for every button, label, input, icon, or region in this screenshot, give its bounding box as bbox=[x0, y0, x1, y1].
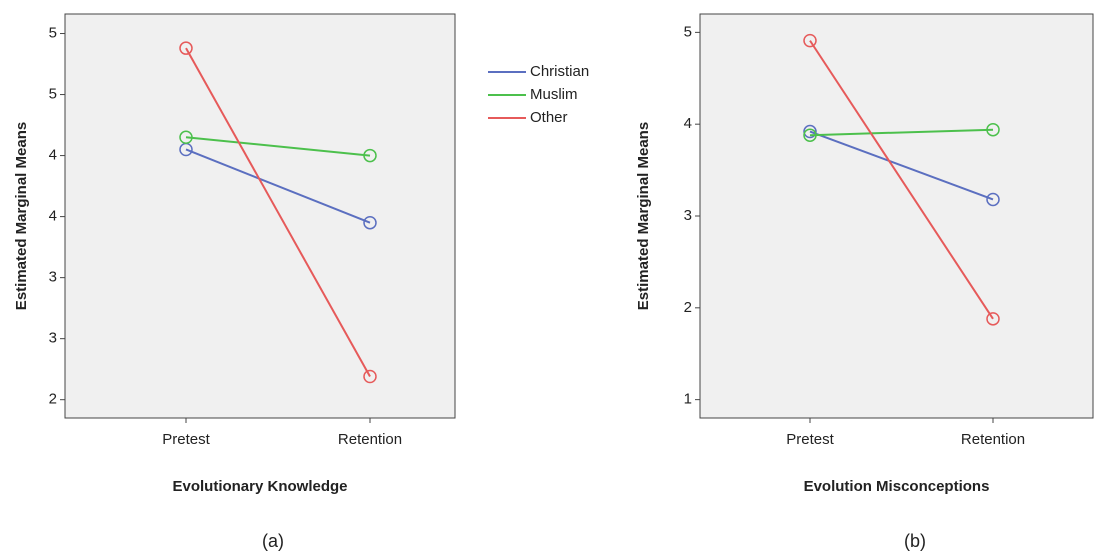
series-line bbox=[185, 136, 371, 157]
plot-area bbox=[64, 13, 456, 419]
series-line bbox=[809, 40, 994, 320]
y-axis-title: Estimated Marginal Means bbox=[635, 122, 652, 310]
y-tick-label: 4 bbox=[49, 147, 57, 164]
point-marker bbox=[179, 130, 193, 145]
y-tick-label: 3 bbox=[684, 207, 692, 224]
point-marker bbox=[803, 124, 817, 139]
y-tick-label: 5 bbox=[684, 23, 692, 40]
y-tick-label: 3 bbox=[49, 269, 57, 286]
y-tick-label: 1 bbox=[684, 391, 692, 408]
y-tick-label: 2 bbox=[49, 391, 57, 408]
caption: (b) bbox=[904, 531, 926, 551]
point-marker bbox=[986, 122, 1000, 137]
legend-label: Christian bbox=[530, 63, 589, 80]
x-tick-label: Pretest bbox=[162, 431, 210, 448]
series-line bbox=[185, 148, 371, 224]
x-tick-label: Retention bbox=[961, 431, 1025, 448]
x-axis-title: Evolutionary Knowledge bbox=[172, 478, 347, 495]
point-marker bbox=[803, 33, 817, 48]
point-marker bbox=[363, 215, 377, 230]
point-marker bbox=[986, 312, 1000, 326]
y-tick-label: 4 bbox=[49, 208, 57, 225]
series-line bbox=[809, 130, 994, 201]
point-marker bbox=[363, 148, 377, 163]
y-tick-label: 5 bbox=[49, 86, 57, 103]
caption: (a) bbox=[262, 531, 284, 551]
point-marker bbox=[179, 41, 193, 55]
point-marker bbox=[363, 369, 377, 384]
y-tick-label: 5 bbox=[49, 24, 57, 41]
y-tick-label: 4 bbox=[684, 115, 692, 132]
legend-label: Other bbox=[530, 109, 568, 126]
y-axis-title: Estimated Marginal Means bbox=[13, 122, 30, 310]
point-marker bbox=[986, 192, 1000, 207]
plot-area bbox=[699, 13, 1094, 419]
x-tick-label: Retention bbox=[338, 431, 402, 448]
series-line bbox=[809, 128, 994, 137]
y-tick-label: 2 bbox=[684, 299, 692, 316]
x-axis-title: Evolution Misconceptions bbox=[804, 478, 990, 495]
legend-label: Muslim bbox=[530, 86, 578, 103]
x-tick-label: Pretest bbox=[786, 431, 834, 448]
point-marker bbox=[803, 128, 817, 142]
series-line bbox=[185, 47, 371, 377]
y-tick-label: 3 bbox=[49, 330, 57, 347]
